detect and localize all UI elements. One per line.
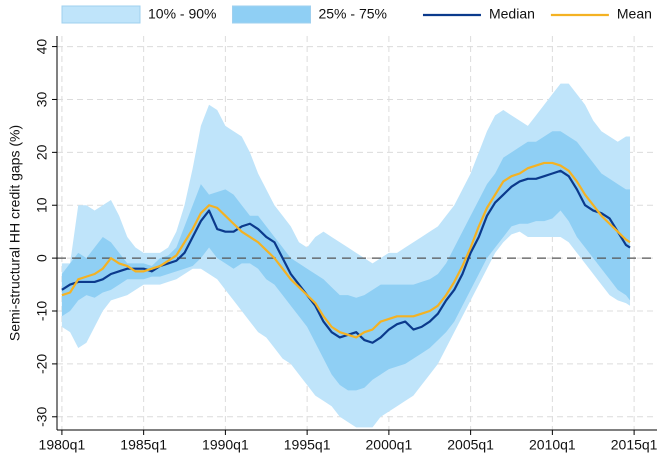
legend-label: Median [489,6,535,22]
y-tick-label: 10 [34,197,50,213]
band [61,131,631,391]
x-tick-label: 1985q1 [120,437,167,453]
x-tick-label: 1995q1 [284,437,331,453]
legend-label: Mean [617,6,652,22]
legend-swatch [231,5,311,24]
y-tick-label: -20 [34,354,50,374]
legend-swatch [61,5,141,24]
x-tick-label: 2005q1 [447,437,494,453]
y-tick-label: 40 [34,39,50,55]
y-tick-label: 30 [34,91,50,107]
line [61,161,631,339]
x-tick-label: 2010q1 [529,437,576,453]
y-tick-label: -30 [34,406,50,426]
x-tick-label: 1980q1 [39,437,86,453]
legend-label: 25% - 75% [318,6,386,22]
y-tick-label: 0 [34,254,50,262]
legend-label: 10% - 90% [148,6,216,22]
x-tick-label: 2000q1 [366,437,413,453]
band [61,83,631,428]
x-tick-label: 2015q1 [611,437,658,453]
y-tick-label: 20 [34,144,50,160]
y-axis-label: Semi-structural HH credit gaps (%) [7,125,23,341]
x-tick-label: 1990q1 [202,437,249,453]
y-tick-label: -10 [34,301,50,321]
